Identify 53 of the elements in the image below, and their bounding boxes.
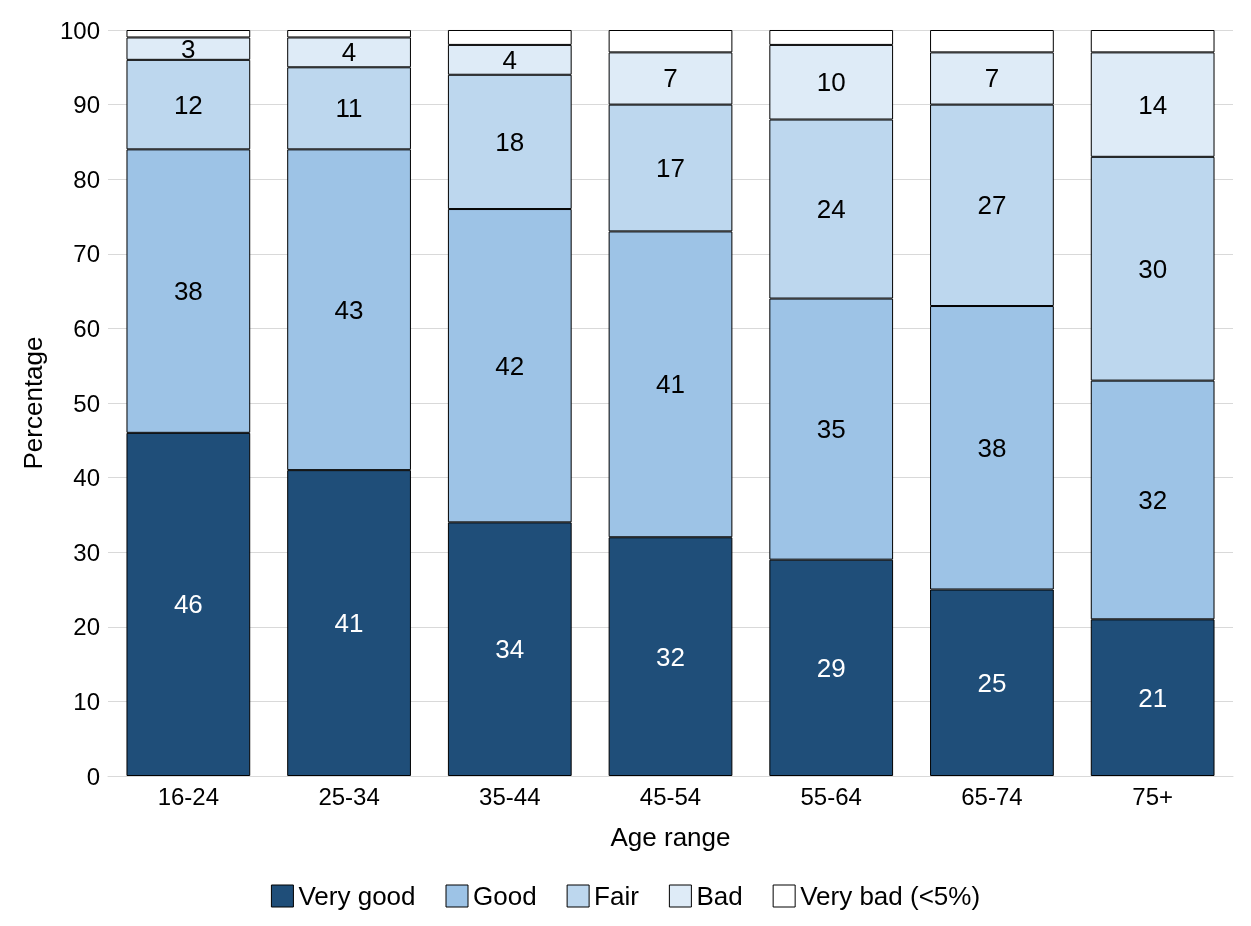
x-tick-label: 45-54 (639, 782, 702, 810)
data-label: 11 (335, 93, 363, 124)
y-tick-label: 60 (73, 314, 100, 342)
y-tick-label: 20 (73, 613, 100, 641)
y-tick-label: 100 (59, 16, 100, 44)
data-label: 18 (495, 126, 525, 157)
data-label: 14 (1138, 89, 1168, 120)
data-label: 35 (816, 414, 846, 445)
data-label: 38 (977, 432, 1007, 463)
y-tick-label: 40 (73, 464, 100, 492)
data-label: 7 (984, 63, 1000, 94)
y-tick-label: 50 (73, 389, 100, 417)
data-label: 25 (977, 667, 1007, 698)
x-tick-label: 65-74 (961, 782, 1023, 810)
x-tick-label: 16-24 (157, 782, 220, 810)
y-axis-title: Percentage (18, 336, 48, 470)
y-tick-label: 90 (73, 91, 100, 119)
data-label: 30 (1138, 253, 1168, 284)
data-label: 38 (173, 276, 203, 307)
y-tick-label: 10 (73, 687, 100, 715)
data-label: 3 (181, 33, 196, 64)
data-label: 17 (656, 153, 685, 184)
data-label: 21 (1138, 682, 1168, 713)
x-tick-label: 35-44 (479, 782, 541, 810)
x-tick-label: 55-64 (800, 782, 862, 810)
y-tick-label: 80 (73, 165, 100, 193)
y-tick-label: 0 (86, 762, 100, 790)
x-tick-label: 25-34 (318, 782, 380, 810)
data-label: 24 (816, 194, 846, 225)
data-label: 4 (341, 37, 357, 68)
x-axis-title: Age range (610, 822, 731, 852)
x-tick-label: 75+ (1132, 782, 1173, 810)
data-label: 4 (502, 44, 518, 75)
data-label: 43 (334, 294, 364, 325)
data-label: 7 (663, 63, 678, 94)
data-label: 27 (977, 190, 1007, 221)
data-label: 10 (816, 67, 846, 98)
data-label: 34 (495, 634, 525, 665)
data-label: 12 (173, 89, 203, 120)
data-label: 32 (656, 641, 685, 672)
legend-label: Fair (594, 881, 640, 911)
y-tick-label: 30 (73, 538, 100, 566)
y-tick-label: 70 (73, 240, 100, 268)
legend-label: Bad (696, 881, 743, 911)
data-label: 29 (816, 652, 846, 683)
data-label: 41 (334, 608, 364, 639)
data-label: 32 (1138, 484, 1168, 515)
data-label: 42 (495, 350, 525, 381)
data-label: 46 (173, 589, 203, 620)
data-label: 41 (656, 369, 685, 400)
legend-label: Very bad (<5%) (800, 881, 981, 911)
legend-label: Very good (298, 881, 416, 911)
legend-label: Good (473, 881, 537, 911)
